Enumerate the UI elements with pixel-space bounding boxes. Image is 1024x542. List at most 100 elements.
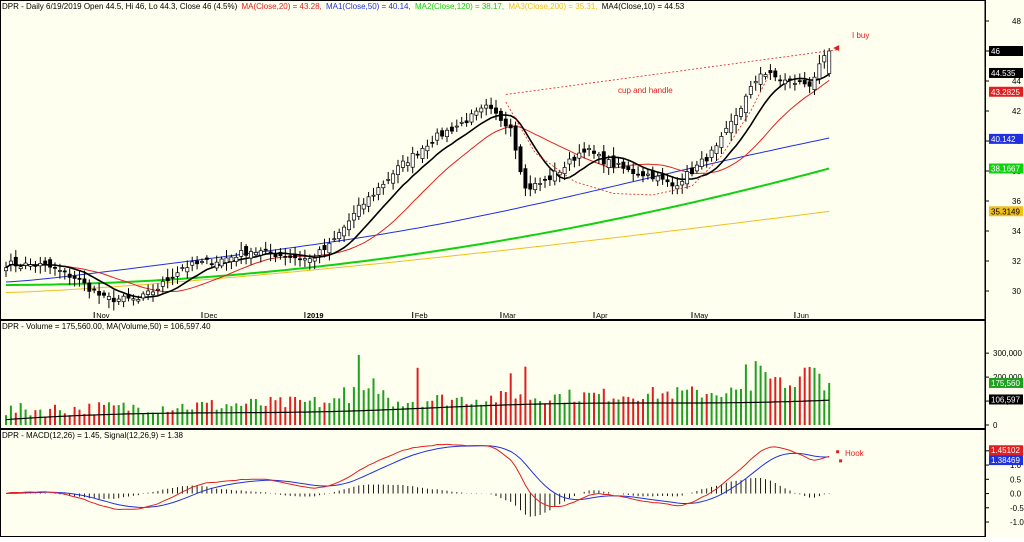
volume-bar <box>470 404 473 425</box>
volume-bar <box>632 398 635 425</box>
volume-bar <box>548 400 551 425</box>
moving-average-lines <box>5 73 830 299</box>
candle-body <box>72 275 77 279</box>
candle-body <box>13 256 18 267</box>
macd-tick-label: -1.0 <box>1010 518 1024 527</box>
price-tick-label: 30 <box>1012 287 1021 296</box>
candle-body <box>469 113 474 123</box>
candle-body <box>435 132 440 141</box>
candle-body <box>381 183 386 189</box>
volume-bar <box>259 405 262 425</box>
candle-body <box>53 266 57 269</box>
volume-bar <box>264 405 267 425</box>
candle-body <box>650 170 655 180</box>
price-tick-label: 42 <box>1012 107 1021 116</box>
cup-curve <box>505 71 771 196</box>
candle-body <box>141 293 146 299</box>
candle-body <box>464 120 469 124</box>
candle-body <box>249 251 253 259</box>
volume-bar <box>808 366 811 425</box>
volume-bar <box>627 396 630 425</box>
macd-panel <box>0 429 986 537</box>
candle-body <box>807 81 812 87</box>
candle-body <box>111 297 116 303</box>
candle-body <box>621 161 626 169</box>
volume-bar <box>539 401 542 425</box>
volume-bar <box>759 365 762 425</box>
candle-body <box>410 153 415 168</box>
candle-body <box>812 76 817 90</box>
candle-body <box>626 166 631 171</box>
price-tick-label: 48 <box>1012 17 1021 26</box>
volume-bar <box>215 409 218 425</box>
volume-bar <box>779 377 782 425</box>
candle-body <box>420 147 425 159</box>
candle-body <box>445 129 449 138</box>
macd-tick-label: 0.5 <box>1010 475 1022 484</box>
volume-bar <box>19 403 22 425</box>
volume-bar <box>774 377 777 425</box>
volume-bar <box>681 390 684 425</box>
candle-body <box>636 173 641 176</box>
volume-bar <box>803 367 806 425</box>
candle-body <box>577 152 582 159</box>
volume-bar <box>460 396 463 425</box>
ma200-line <box>5 210 830 293</box>
candle-body <box>342 226 347 237</box>
candle-body <box>606 159 611 169</box>
volume-bar <box>725 393 728 425</box>
candle-body <box>454 125 459 128</box>
candle-body <box>48 259 53 268</box>
candle-body <box>538 183 543 185</box>
volume-bar <box>166 411 169 425</box>
volume-bar <box>161 406 164 425</box>
volume-bar <box>764 372 767 425</box>
candle-body <box>347 220 351 231</box>
volume-bar <box>475 399 478 425</box>
volume-bar <box>426 401 429 425</box>
volume-bar <box>323 402 326 425</box>
volume-bar <box>348 403 350 425</box>
volume-bar <box>132 404 135 425</box>
candle-body <box>724 127 729 133</box>
volume-bar <box>54 404 56 425</box>
volume-bar <box>691 386 693 425</box>
candle-body <box>229 256 234 263</box>
candle-body <box>582 148 587 153</box>
candle-body <box>802 79 807 85</box>
candle-body <box>567 158 572 165</box>
volume-bar <box>602 388 605 425</box>
candle-body <box>97 291 102 296</box>
candle-body <box>817 63 822 80</box>
volume-bar <box>789 385 791 425</box>
price-tick-label: 32 <box>1012 257 1021 266</box>
volume-bar <box>225 404 228 425</box>
candle-body <box>307 258 312 263</box>
candle-body <box>694 164 699 172</box>
candle-body <box>293 254 298 259</box>
price-tag-box <box>989 206 1023 217</box>
price-tag-box <box>989 86 1023 97</box>
candle-body <box>685 171 690 185</box>
candle-body <box>77 277 82 280</box>
candle-body <box>508 124 513 129</box>
candle-body <box>768 70 773 74</box>
volume-bar <box>524 366 527 425</box>
candle-body <box>680 181 685 186</box>
volume-bar <box>754 361 757 425</box>
volume-bar <box>176 408 179 425</box>
volume-bar <box>107 402 110 425</box>
volume-bar <box>5 415 7 425</box>
month-label: Apr <box>596 311 608 320</box>
candle-body <box>214 261 219 269</box>
volume-bar <box>563 402 566 425</box>
candle-body <box>415 153 420 156</box>
volume-bar <box>656 398 659 425</box>
cup-and-handle-drawing <box>505 45 840 196</box>
candle-body <box>175 272 180 277</box>
candle-body <box>396 165 400 176</box>
price-tag-label: 38.1667 <box>991 164 1020 173</box>
volume-bar <box>196 402 199 425</box>
candle-body <box>773 70 778 78</box>
